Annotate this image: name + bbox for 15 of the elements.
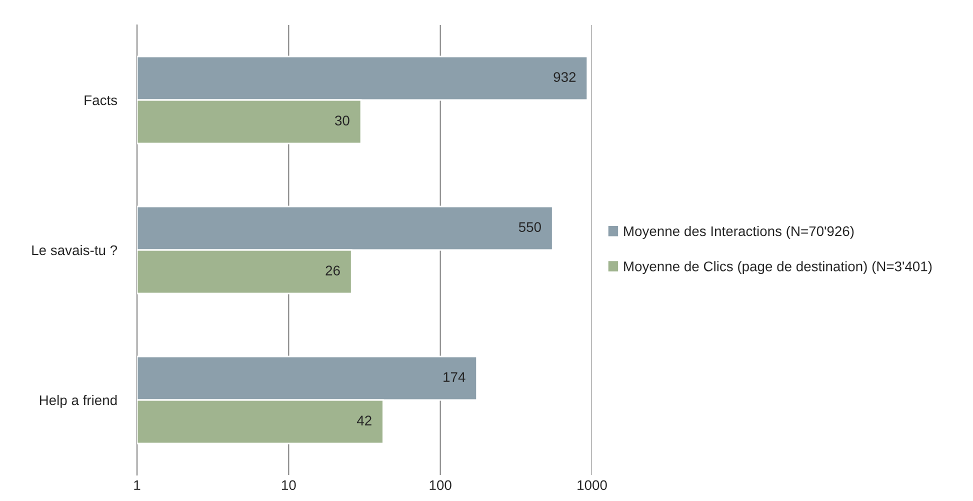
legend-label: Moyenne des Interactions (N=70'926): [624, 226, 854, 239]
legend-label: Moyenne de Clics (page de destination) (N=3'401): [624, 261, 932, 274]
x-tick-label: 1000: [578, 480, 607, 490]
y-tick-label: Le savais-tu ?: [32, 244, 118, 256]
data-label: 42: [356, 416, 372, 426]
x-tick-label: 100: [430, 480, 452, 490]
data-label: 932: [554, 72, 576, 82]
data-label: 30: [335, 116, 350, 126]
x-tick-label: 1: [134, 480, 140, 490]
x-tick-label: 10: [282, 480, 296, 490]
y-tick-label: Facts: [84, 95, 118, 106]
y-tick-label: Help a friend: [40, 394, 117, 408]
data-label: 550: [518, 222, 541, 232]
data-label: 174: [444, 372, 466, 382]
data-label: 26: [326, 266, 340, 276]
